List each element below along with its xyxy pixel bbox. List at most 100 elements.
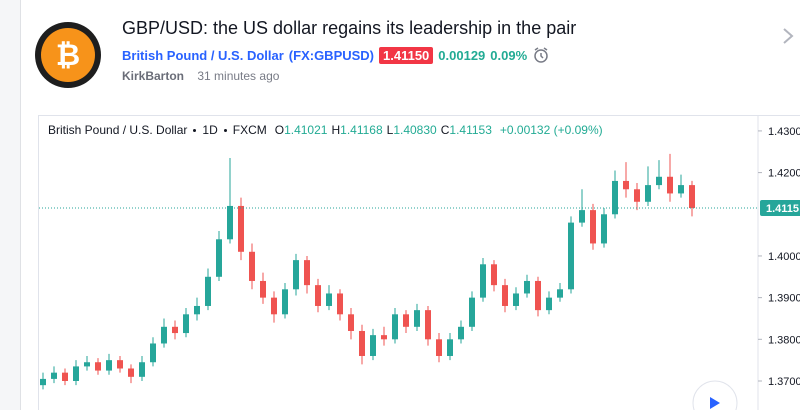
candle-body [579,210,585,223]
candle-body [194,305,200,315]
candle-body [480,264,486,298]
candle-body [139,362,145,377]
candle-body [447,339,453,356]
candle-body [557,289,563,298]
legend-key: L [386,123,394,137]
candle-body [51,372,57,379]
y-tick-label: 1.3800 [768,334,800,346]
candle-body [128,368,134,377]
last-price-box [760,200,800,217]
y-tick-label: 1.4000 [768,251,800,263]
legend-key: C [440,123,450,137]
chart-legend: British Pound / U.S. Dollar 1D FXCM O1.4… [48,123,607,137]
meta-row: KirkBarton 31 minutes ago [122,69,279,83]
candle-body [612,180,618,215]
candle-body [634,189,640,202]
candle-body [95,362,101,371]
author[interactable]: KirkBarton [122,69,185,83]
y-tick-label: 1.4300 [768,126,800,138]
y-tick-label: 1.4200 [768,168,800,180]
price-change-percent: 0.09% [490,47,528,63]
candle-body [513,293,519,306]
candle-body [62,372,68,381]
candle-body [645,185,651,202]
chart: 1.4300 1.4200 1.4000 1.3900 1.3800 1.3700 1.41… [39,116,800,410]
candle-body [315,285,321,306]
price-change: 0.00129 [438,47,486,63]
candle-body [106,360,112,371]
candle-body [260,280,266,298]
legend-value: 1.41021 [284,123,328,137]
candle-body [491,264,497,286]
legend-interval: 1D [202,123,218,137]
candle-body [414,310,420,327]
candle-body [667,176,673,194]
candle-body [678,185,684,194]
candle-body [370,335,376,356]
candle-body [590,210,596,244]
candle-body [436,339,442,356]
candle-body [73,366,79,381]
legend-value: 1.41168 [340,123,383,137]
candle-body [117,360,123,369]
avatar[interactable]: ₿ [34,21,104,91]
candle-body [183,314,189,334]
candle-body [381,335,387,340]
legend-key: O [274,123,285,137]
candle-body [524,280,530,294]
candle-body [425,310,431,340]
candle-body [469,297,475,327]
symbol-row: British Pound / U.S. Dollar (FX:GBPUSD) … [122,46,550,64]
candle-body [293,260,299,290]
sidebar-strip [0,0,21,410]
candle-body [161,326,167,344]
candle-body [271,297,277,315]
candle-body [282,289,288,315]
legend-key: H [331,123,341,137]
y-tick-label: 1.3700 [768,376,800,388]
candle-body [238,205,244,252]
y-tick-label: 1.3900 [768,293,800,305]
candle-body [623,180,629,190]
alarm-icon[interactable] [532,46,550,64]
candle-body [249,251,255,281]
candle-body [458,326,464,340]
candle-body [40,378,46,386]
candle-body [205,276,211,306]
next-arrow[interactable] [780,26,796,46]
candle-body [601,214,607,244]
candle-body [216,239,222,277]
legend-ohlc: O1.41021 H1.41168 L1.40830 C1.41153 [275,123,496,137]
candle-body [546,297,552,311]
candle-body [337,293,343,315]
candle-body [392,314,398,340]
timestamp: 31 minutes ago [197,69,280,83]
legend-symbol: British Pound / U.S. Dollar [48,123,188,137]
legend-source: FXCM [232,123,267,137]
legend-value: 1.40830 [393,123,437,137]
candle-body [502,285,508,306]
candle-body [535,280,541,311]
candle-body [326,293,332,306]
candle-body [689,185,695,209]
candle-body [227,205,233,240]
symbol-name[interactable]: British Pound / U.S. Dollar [122,47,284,63]
last-price-label: 1.4115 [766,203,799,215]
candle-body [150,343,156,363]
candle-body [84,362,90,367]
legend-value: 1.41153 [449,123,492,137]
candle-body [568,222,574,290]
candle-body [403,314,409,327]
candle-body [656,176,662,186]
chart-panel: 1.4300 1.4200 1.4000 1.3900 1.3800 1.3700 1.41… [38,115,800,410]
price-badge: 1.41150 [379,46,434,64]
legend-change: +0.00132 (+0.09%) [499,123,603,137]
candle-body [348,314,354,331]
svg-text:₿: ₿ [56,39,80,72]
candle-body [359,330,365,356]
play-button[interactable] [690,378,740,410]
candle-body [304,260,310,286]
idea-title[interactable]: GBP/USD: the US dollar regains its leade… [122,18,577,38]
symbol-code[interactable]: (FX:GBPUSD) [288,47,375,63]
